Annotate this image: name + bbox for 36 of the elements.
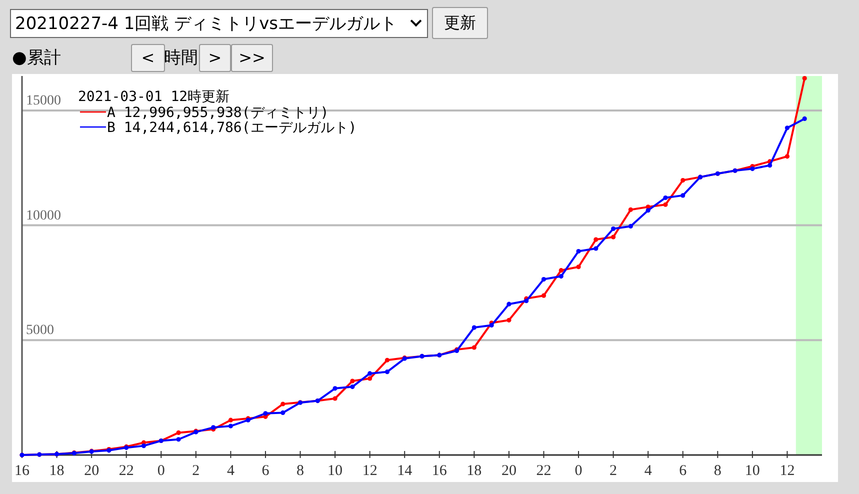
text: 更新 — [432, 7, 488, 39]
x-tick-label: 20 — [501, 463, 516, 479]
x-tick-label: 14 — [397, 463, 413, 479]
x-tick-label: 16 — [14, 463, 30, 479]
x-tick-label: 0 — [157, 463, 165, 479]
x-tick-label: 2 — [192, 463, 200, 479]
x-tick-label: 0 — [574, 463, 582, 479]
chart-subtitle: ●累計 — [12, 47, 61, 69]
x-tick-label: 10 — [328, 463, 343, 479]
x-tick-label: 18 — [49, 463, 64, 479]
x-tick-label: 22 — [118, 463, 134, 479]
x-tick-label: 12 — [780, 463, 795, 479]
annotation: 2021-03-01 12時更新 — [78, 89, 230, 105]
x-tick-label: 12 — [362, 463, 378, 479]
text: < — [131, 44, 165, 72]
chart-title: 20210227-4 1回戦 ディミトリvsエーデルガルト — [10, 9, 428, 38]
legend-label: A 12,996,955,938(ディミトリ) — [107, 105, 329, 121]
x-tick-label: 22 — [536, 463, 552, 479]
x-tick-label: 18 — [466, 463, 482, 479]
x-tick-label: 10 — [744, 463, 760, 479]
x-tick-label: 6 — [679, 463, 688, 479]
x-tick-label: 20 — [84, 463, 100, 479]
text: 時間 — [164, 47, 198, 69]
y-tick-label: 5000 — [26, 323, 54, 338]
y-tick-label: 15000 — [26, 93, 61, 108]
x-tick-label: 4 — [644, 463, 652, 479]
x-tick-label: 8 — [296, 463, 304, 479]
text: > — [199, 44, 231, 72]
x-tick-label: 8 — [714, 463, 722, 479]
y-tick-label: 10000 — [26, 208, 61, 224]
x-tick-label: 2 — [610, 463, 618, 479]
x-tick-label: 16 — [432, 463, 448, 479]
text: >> — [231, 44, 273, 72]
x-tick-label: 6 — [262, 463, 270, 479]
legend-label: B 14,244,614,786(エーデルガルト) — [107, 120, 357, 136]
x-tick-label: 4 — [226, 463, 235, 479]
